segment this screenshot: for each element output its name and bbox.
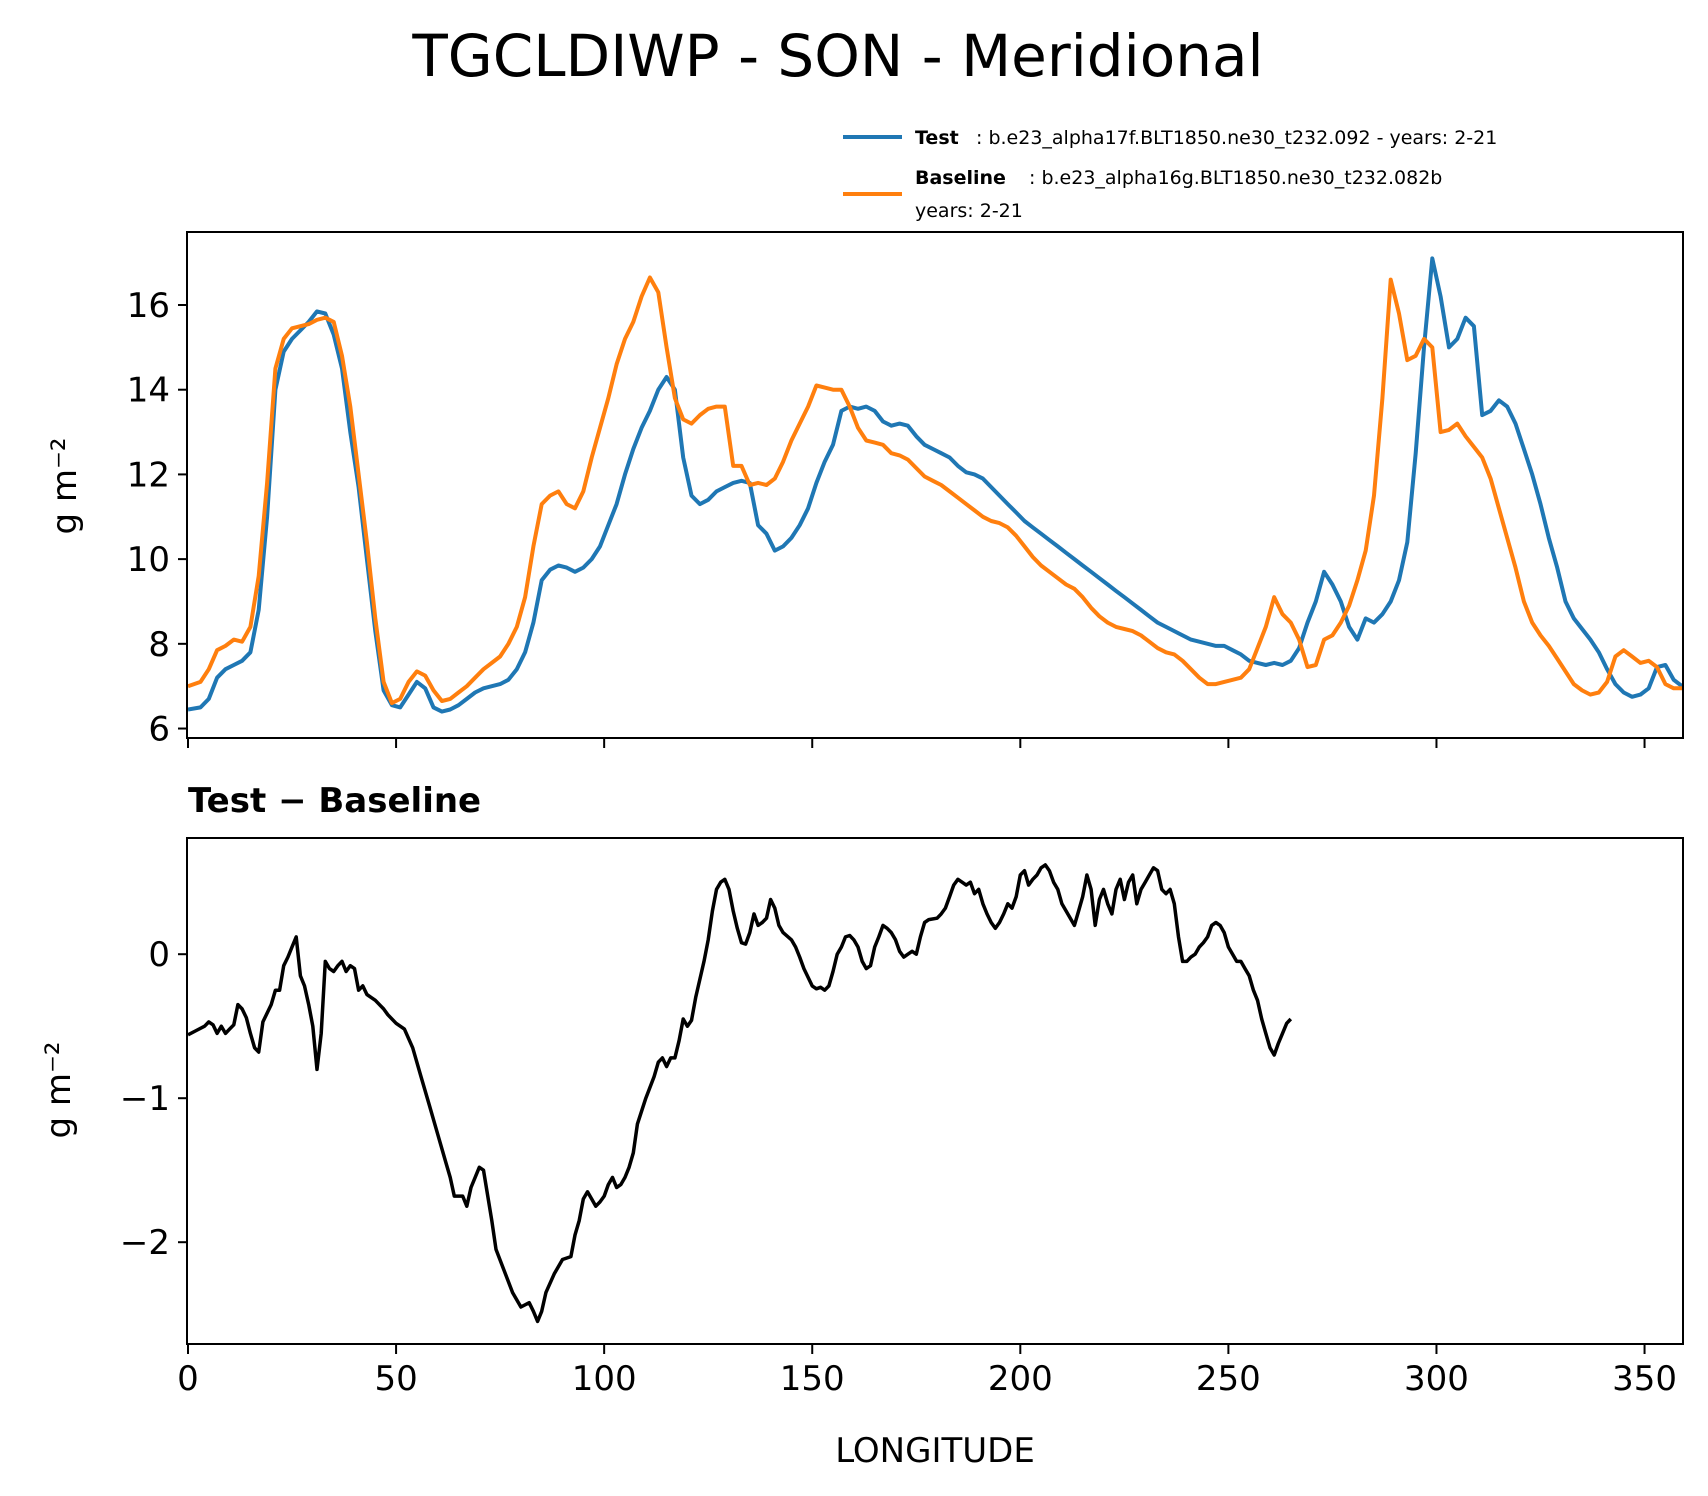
chart-title: TGCLDIWP - SON - Meridional	[411, 22, 1263, 90]
x-axis-label: LONGITUDE	[835, 1431, 1035, 1471]
bottom-plot-frame	[186, 837, 1684, 1345]
legend-test-desc: : b.e23_alpha17f.BLT1850.ne30_t232.092 -…	[976, 127, 1497, 149]
x-tick-label: 200	[988, 1359, 1053, 1399]
bottom-y-tick-label: 0	[148, 935, 170, 975]
x-tick-label: 350	[1612, 1359, 1677, 1399]
top-y-tick-label: 6	[148, 710, 170, 750]
top-y-tick-label: 8	[148, 625, 170, 665]
bottom-x-ticks: 0 50 100 150 200 250 300 350	[177, 1344, 1677, 1399]
top-series	[188, 256, 1682, 714]
legend-baseline-years: years: 2-21	[915, 200, 1023, 222]
top-plot-frame	[186, 231, 1684, 739]
top-y-tick-label: 10	[127, 540, 170, 580]
x-tick-label: 300	[1404, 1359, 1469, 1399]
top-y-tick-label: 12	[127, 455, 170, 495]
bottom-y-axis-label: g m⁻²	[39, 1041, 79, 1138]
top-series-baseline-line	[188, 275, 1682, 706]
bottom-y-tick-label: −2	[120, 1223, 170, 1263]
x-tick-label: 50	[374, 1359, 417, 1399]
legend: Test : b.e23_alpha17f.BLT1850.ne30_t232.…	[843, 127, 1497, 222]
top-panel: 6 8 10 12 14 16 g m⁻²	[45, 231, 1684, 750]
x-tick-label: 0	[177, 1359, 199, 1399]
bottom-series	[188, 863, 1293, 1324]
x-tick-label: 250	[1196, 1359, 1261, 1399]
bottom-series-difference-line	[188, 863, 1293, 1324]
top-x-ticks	[187, 738, 1646, 748]
bottom-y-ticks: −2 −1 0	[120, 935, 188, 1263]
x-tick-label: 150	[780, 1359, 845, 1399]
legend-baseline-name: Baseline	[915, 167, 1006, 189]
bottom-y-tick-label: −1	[120, 1079, 170, 1119]
top-y-axis-label: g m⁻²	[45, 437, 85, 534]
x-tick-label: 100	[572, 1359, 637, 1399]
top-y-tick-label: 14	[127, 371, 170, 411]
top-series-test-line	[188, 256, 1682, 714]
legend-baseline-desc: : b.e23_alpha16g.BLT1850.ne30_t232.082b	[1029, 167, 1442, 189]
top-y-ticks: 6 8 10 12 14 16	[127, 286, 188, 750]
legend-test-name: Test	[915, 127, 959, 149]
top-y-tick-label: 16	[127, 286, 170, 326]
bottom-panel-title: Test − Baseline	[188, 781, 481, 821]
bottom-panel: Test − Baseline −2 −1 0 0 50 100 150 200 250 300…	[39, 781, 1684, 1471]
